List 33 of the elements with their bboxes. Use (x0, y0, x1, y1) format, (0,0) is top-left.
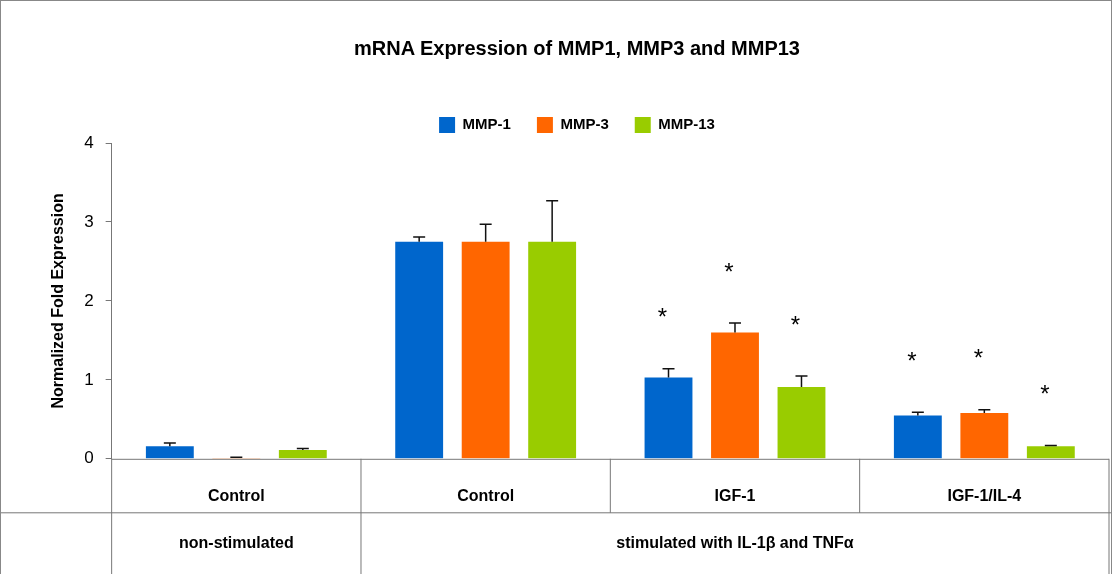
x-tick-label: Control (207, 486, 265, 504)
chart-title: mRNA Expression of MMP1, MMP3 and MMP13 (354, 36, 800, 59)
y-axis-title: Normalized Fold Expression (49, 193, 67, 409)
x-tick-label: Control (457, 486, 515, 504)
bar (644, 377, 693, 459)
annotation: * (790, 310, 801, 338)
bar (145, 446, 194, 459)
y-tick-label: 3 (84, 211, 94, 231)
bar (395, 241, 444, 459)
bar (278, 450, 327, 459)
bar (528, 241, 577, 459)
bar (893, 415, 942, 459)
annotation: * (973, 344, 983, 372)
y-tick-label: 4 (84, 132, 94, 152)
y-tick-label: 0 (84, 448, 94, 468)
annotation: * (1040, 380, 1050, 407)
annotation: * (907, 346, 917, 374)
bar (461, 241, 510, 459)
bar (960, 413, 1009, 459)
text: non-stimulated (178, 533, 294, 551)
legend-label: MMP-13 (658, 115, 715, 133)
bar (777, 386, 826, 459)
x-tick-label: IGF-1/IL-4 (947, 486, 1022, 504)
x-tick-label: IGF-1 (714, 486, 756, 504)
annotation: * (724, 257, 734, 285)
bar (1026, 446, 1075, 459)
text: stimulated with IL-1β and TNFα (616, 533, 854, 551)
legend-label: MMP-3 (560, 115, 609, 133)
y-tick-label: 1 (84, 369, 94, 389)
legend-label: MMP-1 (462, 115, 511, 133)
bar (711, 332, 759, 459)
annotation: * (657, 303, 668, 331)
y-tick-label: 2 (84, 290, 94, 310)
